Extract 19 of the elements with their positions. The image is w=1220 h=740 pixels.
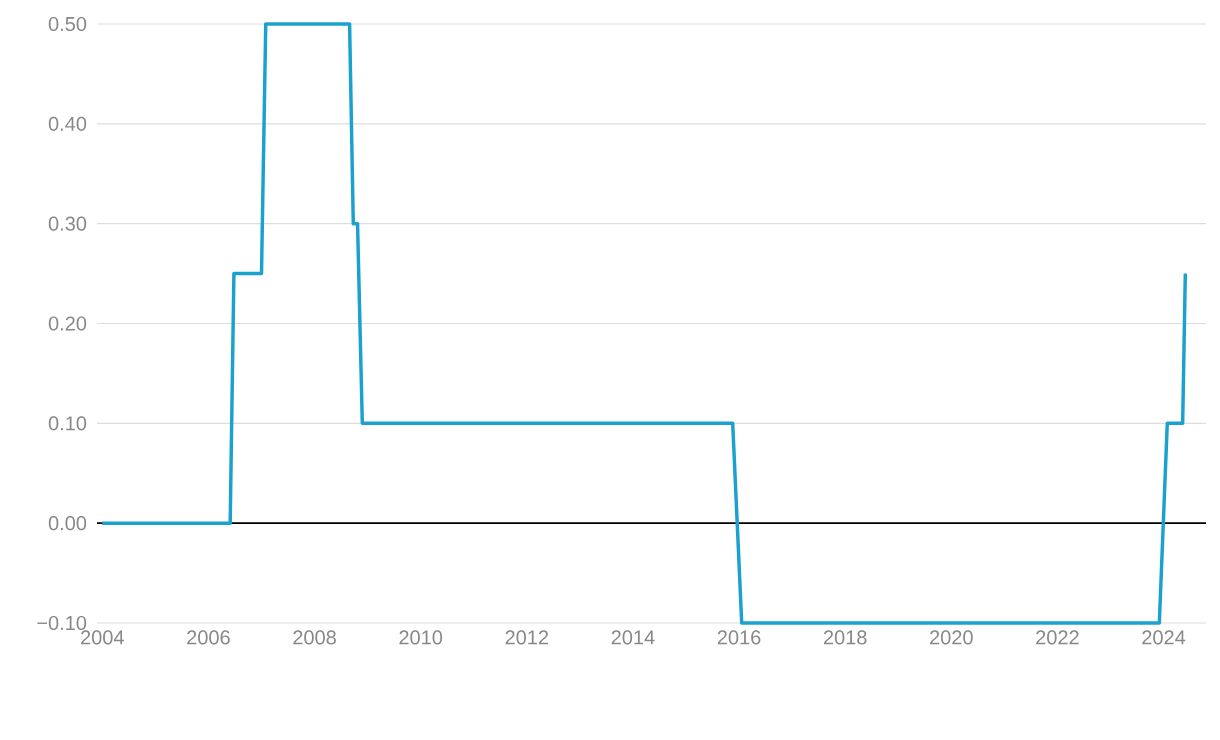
x-tick-label: 2012 <box>505 630 549 645</box>
y-tick-label: 0.20 <box>48 316 87 331</box>
y-tick-label: 0.50 <box>48 16 87 32</box>
x-tick-label: 2016 <box>717 630 761 645</box>
x-tick-label: 2020 <box>930 630 973 645</box>
x-tick-label: 2006 <box>187 630 230 645</box>
y-tick-label: 0.30 <box>48 216 87 231</box>
y-tick-label: 0.00 <box>48 516 87 531</box>
x-tick-label: 2018 <box>823 630 867 645</box>
y-tick-label: −0.10 <box>37 615 87 631</box>
x-tick-label: 2024 <box>1142 630 1186 645</box>
y-tick-label: 0.10 <box>48 416 87 431</box>
x-tick-label: 2010 <box>399 630 443 645</box>
x-tick-label: 2014 <box>611 630 655 645</box>
line-series <box>100 22 1188 625</box>
y-tick-label: 0.40 <box>48 116 87 131</box>
x-tick-label: 2022 <box>1036 630 1079 645</box>
x-tick-label: 2008 <box>293 630 336 645</box>
x-tick-label: 2004 <box>81 630 124 645</box>
